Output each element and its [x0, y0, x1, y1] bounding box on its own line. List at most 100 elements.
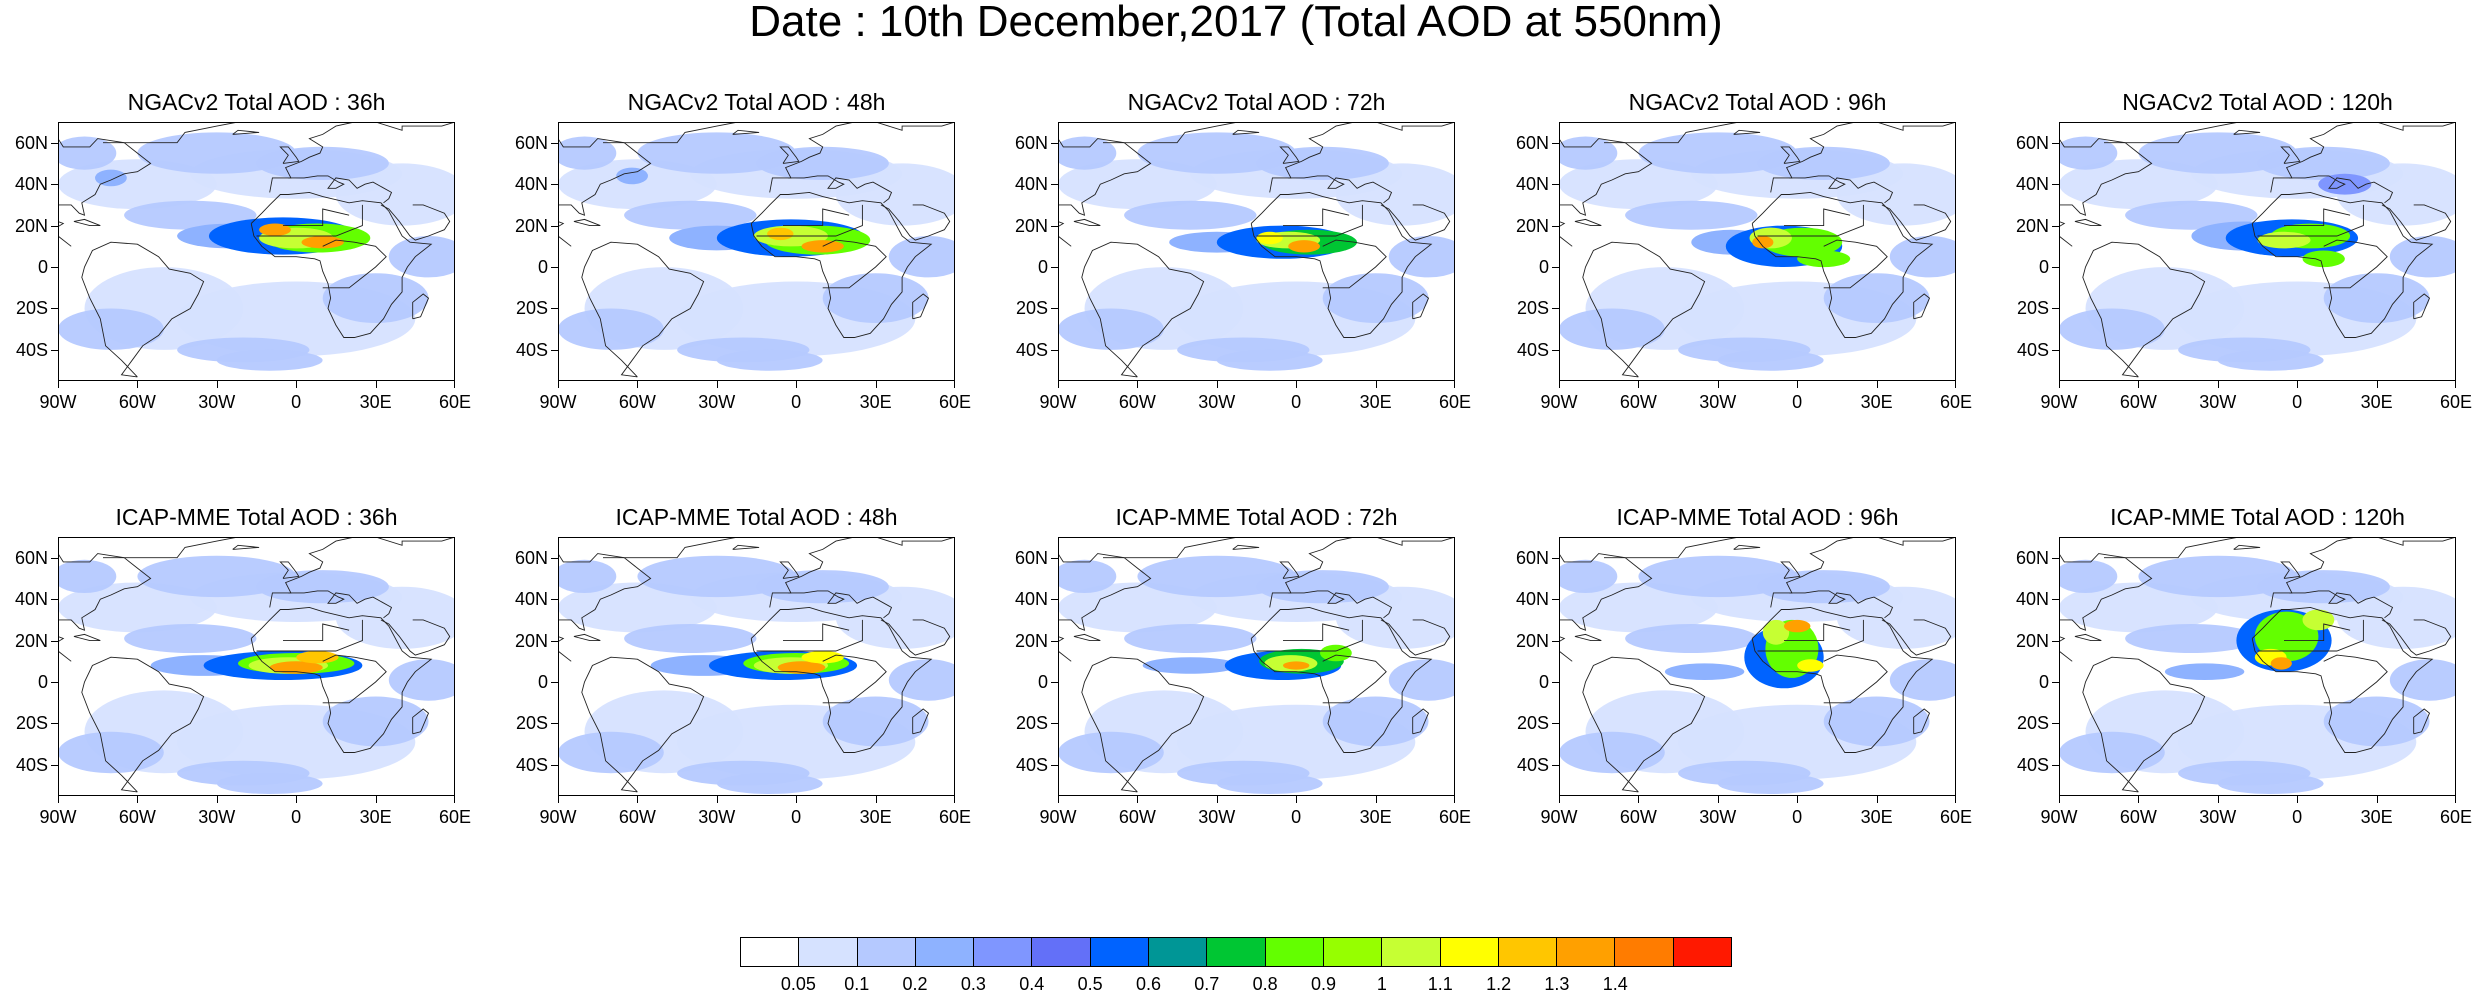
- lon-tick-mark: [875, 381, 877, 388]
- aod-contour: [1320, 644, 1352, 662]
- coastline: [783, 208, 850, 227]
- coastline: [2257, 204, 2364, 237]
- lat-tick-label: 20N: [14, 215, 48, 236]
- aod-contour: [1137, 555, 1297, 598]
- lat-tick-mark: [551, 142, 558, 144]
- coastline: [779, 146, 800, 164]
- coastline: [81, 241, 205, 378]
- coastline: [1269, 537, 1455, 608]
- coastline: [2257, 619, 2364, 652]
- lat-tick-label: 40N: [1515, 589, 1549, 610]
- coastline: [1081, 241, 1205, 378]
- aod-contour: [2217, 773, 2324, 794]
- lat-tick-label: 0: [1538, 672, 1549, 693]
- coastline: [103, 122, 239, 144]
- aod-map: [1559, 537, 1956, 796]
- colorbar-swatch: [1032, 938, 1091, 966]
- lon-tick-mark: [2297, 796, 2299, 803]
- lat-tick-mark: [51, 142, 58, 144]
- lat-tick-mark: [51, 682, 58, 684]
- coastline: [1073, 633, 1101, 642]
- aod-contour: [2059, 559, 2118, 593]
- lon-tick-mark: [216, 381, 218, 388]
- lat-tick-mark: [2052, 764, 2059, 766]
- aod-contour: [835, 586, 955, 649]
- lon-tick-label: 60W: [2119, 807, 2157, 827]
- coastline: [756, 204, 863, 237]
- lat-tick-label: 40N: [1515, 174, 1549, 195]
- aod-contour: [256, 146, 389, 180]
- lat-tick-label: 0: [1037, 257, 1048, 278]
- lon-tick-mark: [2297, 381, 2299, 388]
- coastline: [269, 537, 455, 608]
- aod-map: [558, 122, 955, 381]
- aod-contour: [2257, 231, 2311, 249]
- colorbar-level-label: 0.3: [960, 974, 986, 994]
- coastline: [81, 656, 205, 793]
- lon-tick-label: 60W: [118, 807, 156, 827]
- lat-tick-label: 40N: [2015, 589, 2049, 610]
- lat-tick-mark: [1552, 267, 1559, 269]
- map-panel: ICAP-MME Total AOD : 48h 60N 40N 20N 0 20S 40S…: [515, 503, 971, 828]
- lat-tick-label: 20S: [15, 713, 48, 734]
- coastline: [1789, 175, 1894, 204]
- lon-tick-label: 30W: [2199, 807, 2237, 827]
- aod-contour: [888, 236, 955, 278]
- lat-tick-mark: [1552, 184, 1559, 186]
- lon-tick-mark: [2217, 796, 2219, 803]
- aod-contour: [1797, 659, 1824, 672]
- lon-tick-label: 0: [1291, 392, 1302, 412]
- lat-tick-mark: [2052, 184, 2059, 186]
- lon-tick-mark: [954, 796, 955, 803]
- lat-tick-label: 0: [37, 672, 48, 693]
- aod-contour: [624, 624, 757, 653]
- coastline: [322, 654, 387, 704]
- lat-tick-label: 0: [1538, 257, 1549, 278]
- coastline: [1604, 537, 1740, 559]
- map-panel: NGACv2 Total AOD : 48h 60N 40N 20N 0 20S 40S 90…: [515, 88, 971, 413]
- aod-contour: [1058, 582, 1217, 633]
- colorbar-swatch: [1673, 938, 1732, 966]
- coastline: [1103, 122, 1239, 144]
- lon-tick-mark: [2376, 796, 2378, 803]
- aod-contour: [1664, 663, 1745, 680]
- aod-contour: [2059, 308, 2165, 350]
- colorbar-swatch: [1557, 938, 1616, 966]
- lon-tick-label: 90W: [1039, 807, 1077, 827]
- aod-contour: [1559, 731, 1665, 774]
- colorbar-level-label: 0.1: [844, 974, 870, 994]
- aod-contour: [296, 651, 339, 664]
- aod-contour: [1638, 555, 1798, 598]
- coastline: [603, 537, 739, 559]
- lat-tick-label: 20S: [515, 298, 548, 319]
- colorbar-level-label: 0.8: [1252, 974, 1278, 994]
- lat-tick-mark: [1552, 764, 1559, 766]
- lat-tick-mark: [1051, 225, 1058, 227]
- aod-contour: [216, 349, 323, 371]
- coastline: [1232, 129, 1260, 135]
- colorbar-swatch: [1090, 938, 1150, 966]
- aod-contour: [1717, 349, 1824, 371]
- lon-tick-mark: [1797, 796, 1799, 803]
- lon-tick-label: 0: [291, 807, 302, 827]
- aod-contour: [835, 163, 955, 226]
- aod-contour: [1559, 559, 1618, 593]
- aod-contour: [2323, 696, 2430, 747]
- lat-tick-mark: [551, 764, 558, 766]
- aod-contour: [2389, 659, 2456, 701]
- coastline: [2233, 544, 2261, 550]
- lat-tick-mark: [1552, 225, 1559, 227]
- lon-tick-label: 30E: [859, 807, 892, 827]
- coastline: [1380, 204, 1451, 241]
- coastline: [2284, 623, 2351, 642]
- aod-contour: [2059, 159, 2218, 210]
- colorbar: [740, 937, 1732, 967]
- panel-title: ICAP-MME Total AOD : 72h: [1115, 504, 1398, 530]
- aod-contour: [1625, 200, 1758, 230]
- aod-contour: [616, 167, 648, 185]
- coastline: [581, 656, 705, 793]
- colorbar-swatch: [1498, 938, 1558, 966]
- lon-tick-mark: [137, 796, 139, 803]
- aod-contour: [1889, 659, 1956, 701]
- coastline: [1733, 544, 1761, 550]
